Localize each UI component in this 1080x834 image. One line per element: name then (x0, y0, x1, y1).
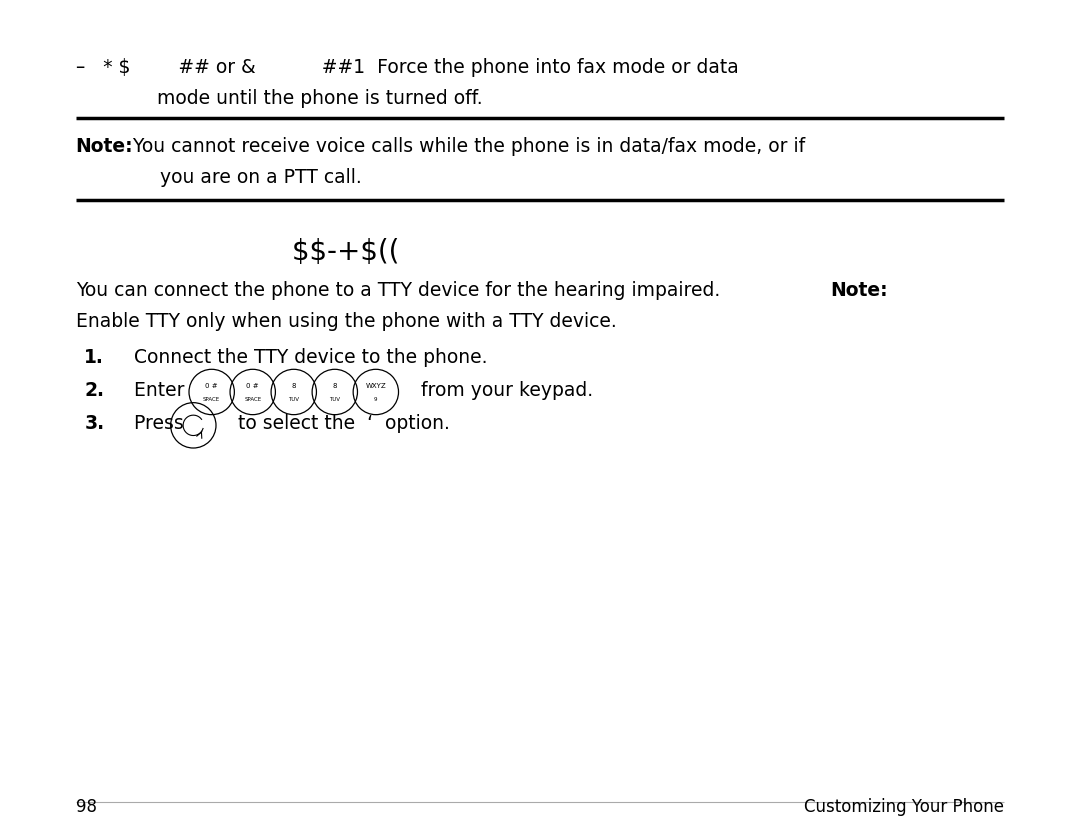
Text: –   * $        ## or &           ##1  Force the phone into fax mode or data: – * $ ## or & ##1 Force the phone into f… (76, 58, 739, 78)
Text: 8: 8 (292, 383, 296, 389)
Text: TUV: TUV (288, 397, 299, 402)
Text: 9: 9 (374, 397, 378, 402)
Text: Enable TTY only when using the phone with a TTY device.: Enable TTY only when using the phone wit… (76, 312, 617, 331)
Text: Connect the TTY device to the phone.: Connect the TTY device to the phone. (134, 348, 487, 367)
Text: SPACE: SPACE (244, 397, 261, 402)
Text: Press: Press (134, 414, 190, 434)
Text: WXYZ: WXYZ (365, 383, 387, 389)
Text: from your keypad.: from your keypad. (415, 381, 593, 400)
Text: $$-+$((: $$-+$(( (292, 238, 417, 266)
Text: Note:: Note: (76, 137, 133, 156)
Text: 1.: 1. (84, 348, 104, 367)
Text: You can connect the phone to a TTY device for the hearing impaired.: You can connect the phone to a TTY devic… (76, 281, 726, 300)
Text: 98: 98 (76, 797, 96, 816)
Text: mode until the phone is turned off.: mode until the phone is turned off. (157, 89, 483, 108)
Text: you are on a PTT call.: you are on a PTT call. (160, 168, 362, 188)
Text: Customizing Your Phone: Customizing Your Phone (805, 797, 1004, 816)
Text: to select the  ‘  option.: to select the ‘ option. (232, 414, 450, 434)
Text: SPACE: SPACE (203, 397, 220, 402)
Text: TUV: TUV (329, 397, 340, 402)
Text: You cannot receive voice calls while the phone is in data/fax mode, or if: You cannot receive voice calls while the… (127, 137, 806, 156)
Text: 2.: 2. (84, 381, 105, 400)
Text: 3.: 3. (84, 414, 105, 434)
Text: 0 #: 0 # (205, 383, 218, 389)
Text: Note:: Note: (831, 281, 888, 300)
Text: 8: 8 (333, 383, 337, 389)
Text: Enter: Enter (134, 381, 190, 400)
Text: 0 #: 0 # (246, 383, 259, 389)
